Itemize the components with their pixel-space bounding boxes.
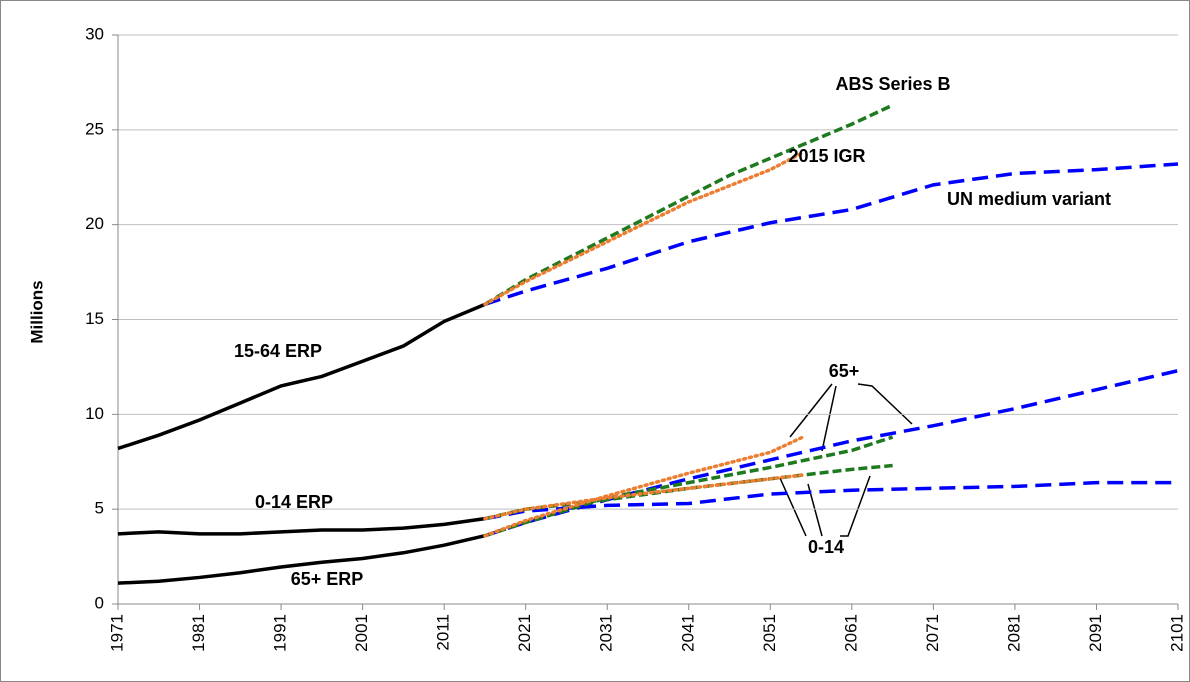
- y-tick-label: 15: [85, 309, 104, 328]
- annotation: 0-14: [808, 537, 844, 557]
- annotation: ABS Series B: [835, 74, 950, 94]
- x-tick-label: 2001: [352, 614, 371, 652]
- x-tick-label: 1981: [189, 614, 208, 652]
- series-line: [117, 534, 486, 585]
- annotation: 65+ ERP: [291, 569, 364, 589]
- x-tick-label: 2021: [515, 614, 534, 652]
- series-line: [483, 435, 805, 538]
- y-tick-label: 0: [95, 593, 104, 612]
- series-line: [483, 473, 805, 521]
- leader-line: [840, 475, 871, 537]
- series-line: [484, 162, 1179, 306]
- y-tick-label: 25: [85, 119, 104, 138]
- annotation: 65+: [829, 361, 860, 381]
- x-tick-label: 2031: [597, 614, 616, 652]
- annotation: 2015 IGR: [788, 146, 865, 166]
- annotation: 0-14 ERP: [255, 492, 333, 512]
- x-tick-label: 1991: [271, 614, 290, 652]
- y-axis-label: Millions: [27, 280, 46, 343]
- leader-lines: [779, 383, 913, 537]
- x-tick-label: 2061: [841, 614, 860, 652]
- annotation: UN medium variant: [947, 189, 1111, 209]
- x-tick-label: 2011: [434, 614, 453, 651]
- x-tick-label: 2101: [1167, 614, 1186, 652]
- x-tick-label: 2071: [923, 614, 942, 652]
- series-line: [484, 103, 894, 306]
- y-tick-label: 5: [95, 499, 104, 518]
- leader-line: [857, 383, 913, 425]
- y-tick-label: 30: [85, 24, 104, 43]
- x-tick-label: 2041: [678, 614, 697, 652]
- annotation: 15-64 ERP: [234, 341, 322, 361]
- series-line: [117, 302, 486, 451]
- y-tick-label: 20: [85, 214, 104, 233]
- series-line: [117, 516, 486, 536]
- series-line: [483, 150, 805, 307]
- x-tick-label: 1971: [107, 614, 126, 652]
- x-tick-label: 2081: [1004, 614, 1023, 652]
- leader-line: [789, 383, 833, 438]
- leader-line: [821, 385, 837, 452]
- x-tick-label: 2051: [760, 614, 779, 652]
- series-line: [484, 435, 894, 538]
- leader-line: [779, 477, 807, 537]
- y-tick-label: 10: [85, 404, 104, 423]
- x-tick-label: 2091: [1086, 614, 1105, 652]
